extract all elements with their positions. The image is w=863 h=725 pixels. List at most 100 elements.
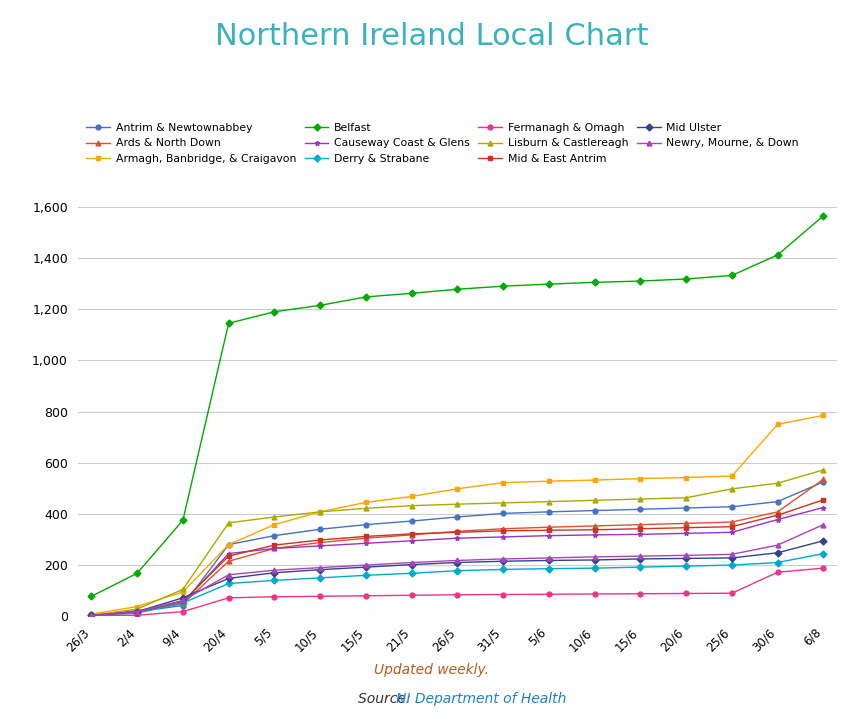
Line: Causeway Coast & Glens: Causeway Coast & Glens <box>89 505 826 618</box>
Causeway Coast & Glens <box>498 533 508 542</box>
Lisburn & Castlereagh <box>269 513 280 521</box>
Lisburn & Castlereagh <box>544 497 554 506</box>
Causeway Coast & Glens <box>269 544 280 552</box>
Fermanagh & Omagh <box>315 592 325 600</box>
Derry & Strabane <box>818 550 828 558</box>
Text: Northern Ireland Local Chart: Northern Ireland Local Chart <box>215 22 648 51</box>
Mid Ulster <box>635 555 646 563</box>
Derry & Strabane <box>727 560 737 569</box>
Mid Ulster <box>315 566 325 574</box>
Fermanagh & Omagh <box>269 592 280 601</box>
Lisburn & Castlereagh <box>681 494 691 502</box>
Armagh, Banbridge, & Craigavon <box>498 478 508 487</box>
Belfast <box>452 285 463 294</box>
Mid Ulster <box>544 556 554 565</box>
Text: Source:: Source: <box>358 692 415 706</box>
Newry, Mourne, & Down <box>178 596 188 605</box>
Newry, Mourne, & Down <box>772 541 783 550</box>
Mid & East Antrim <box>406 529 417 538</box>
Line: Newry, Mourne, & Down: Newry, Mourne, & Down <box>89 522 826 618</box>
Armagh, Banbridge, & Craigavon <box>772 420 783 428</box>
Derry & Strabane <box>86 611 97 620</box>
Fermanagh & Omagh <box>818 564 828 573</box>
Belfast <box>361 293 371 302</box>
Causeway Coast & Glens <box>589 531 600 539</box>
Derry & Strabane <box>178 599 188 608</box>
Derry & Strabane <box>772 558 783 567</box>
Antrim & Newtownabbey <box>589 506 600 515</box>
Antrim & Newtownabbey <box>269 531 280 540</box>
Belfast <box>406 289 417 298</box>
Ards & North Down <box>544 523 554 531</box>
Newry, Mourne, & Down <box>818 521 828 529</box>
Derry & Strabane <box>452 566 463 575</box>
Derry & Strabane <box>224 579 234 588</box>
Antrim & Newtownabbey <box>406 517 417 526</box>
Mid Ulster <box>498 557 508 566</box>
Antrim & Newtownabbey <box>361 521 371 529</box>
Mid Ulster <box>361 563 371 571</box>
Belfast <box>589 278 600 286</box>
Armagh, Banbridge, & Craigavon <box>315 507 325 516</box>
Fermanagh & Omagh <box>132 611 142 620</box>
Antrim & Newtownabbey <box>178 601 188 610</box>
Lisburn & Castlereagh <box>498 499 508 507</box>
Armagh, Banbridge, & Craigavon <box>727 472 737 481</box>
Mid & East Antrim <box>315 536 325 544</box>
Newry, Mourne, & Down <box>452 556 463 565</box>
Derry & Strabane <box>315 573 325 582</box>
Ards & North Down <box>635 521 646 529</box>
Lisburn & Castlereagh <box>406 502 417 510</box>
Ards & North Down <box>86 611 97 620</box>
Line: Derry & Strabane: Derry & Strabane <box>89 551 826 618</box>
Armagh, Banbridge, & Craigavon <box>178 587 188 596</box>
Antrim & Newtownabbey <box>315 525 325 534</box>
Armagh, Banbridge, & Craigavon <box>589 476 600 484</box>
Fermanagh & Omagh <box>361 592 371 600</box>
Fermanagh & Omagh <box>727 589 737 597</box>
Mid & East Antrim <box>498 526 508 535</box>
Derry & Strabane <box>498 565 508 573</box>
Mid & East Antrim <box>269 541 280 550</box>
Armagh, Banbridge, & Craigavon <box>681 473 691 482</box>
Derry & Strabane <box>589 564 600 573</box>
Belfast <box>86 592 97 600</box>
Belfast <box>681 275 691 283</box>
Mid & East Antrim <box>361 532 371 541</box>
Belfast <box>224 319 234 328</box>
Newry, Mourne, & Down <box>86 611 97 620</box>
Antrim & Newtownabbey <box>86 610 97 619</box>
Antrim & Newtownabbey <box>681 504 691 513</box>
Mid & East Antrim <box>772 511 783 520</box>
Ards & North Down <box>224 557 234 566</box>
Derry & Strabane <box>681 562 691 571</box>
Causeway Coast & Glens <box>681 529 691 538</box>
Belfast <box>635 277 646 286</box>
Lisburn & Castlereagh <box>132 605 142 613</box>
Ards & North Down <box>269 544 280 552</box>
Causeway Coast & Glens <box>315 542 325 550</box>
Text: Updated weekly.: Updated weekly. <box>374 663 489 677</box>
Causeway Coast & Glens <box>361 539 371 547</box>
Ards & North Down <box>315 538 325 547</box>
Belfast <box>178 516 188 525</box>
Lisburn & Castlereagh <box>224 518 234 527</box>
Mid & East Antrim <box>544 526 554 534</box>
Newry, Mourne, & Down <box>406 558 417 567</box>
Mid Ulster <box>818 536 828 545</box>
Mid Ulster <box>452 558 463 567</box>
Mid Ulster <box>132 608 142 616</box>
Causeway Coast & Glens <box>86 611 97 620</box>
Fermanagh & Omagh <box>452 590 463 599</box>
Lisburn & Castlereagh <box>589 496 600 505</box>
Line: Fermanagh & Omagh: Fermanagh & Omagh <box>89 566 826 618</box>
Lisburn & Castlereagh <box>727 484 737 493</box>
Ards & North Down <box>178 600 188 608</box>
Line: Mid & East Antrim: Mid & East Antrim <box>89 497 826 618</box>
Line: Ards & North Down: Ards & North Down <box>89 477 826 618</box>
Armagh, Banbridge, & Craigavon <box>132 602 142 611</box>
Newry, Mourne, & Down <box>269 566 280 574</box>
Armagh, Banbridge, & Craigavon <box>406 492 417 501</box>
Belfast <box>315 301 325 310</box>
Mid Ulster <box>269 568 280 577</box>
